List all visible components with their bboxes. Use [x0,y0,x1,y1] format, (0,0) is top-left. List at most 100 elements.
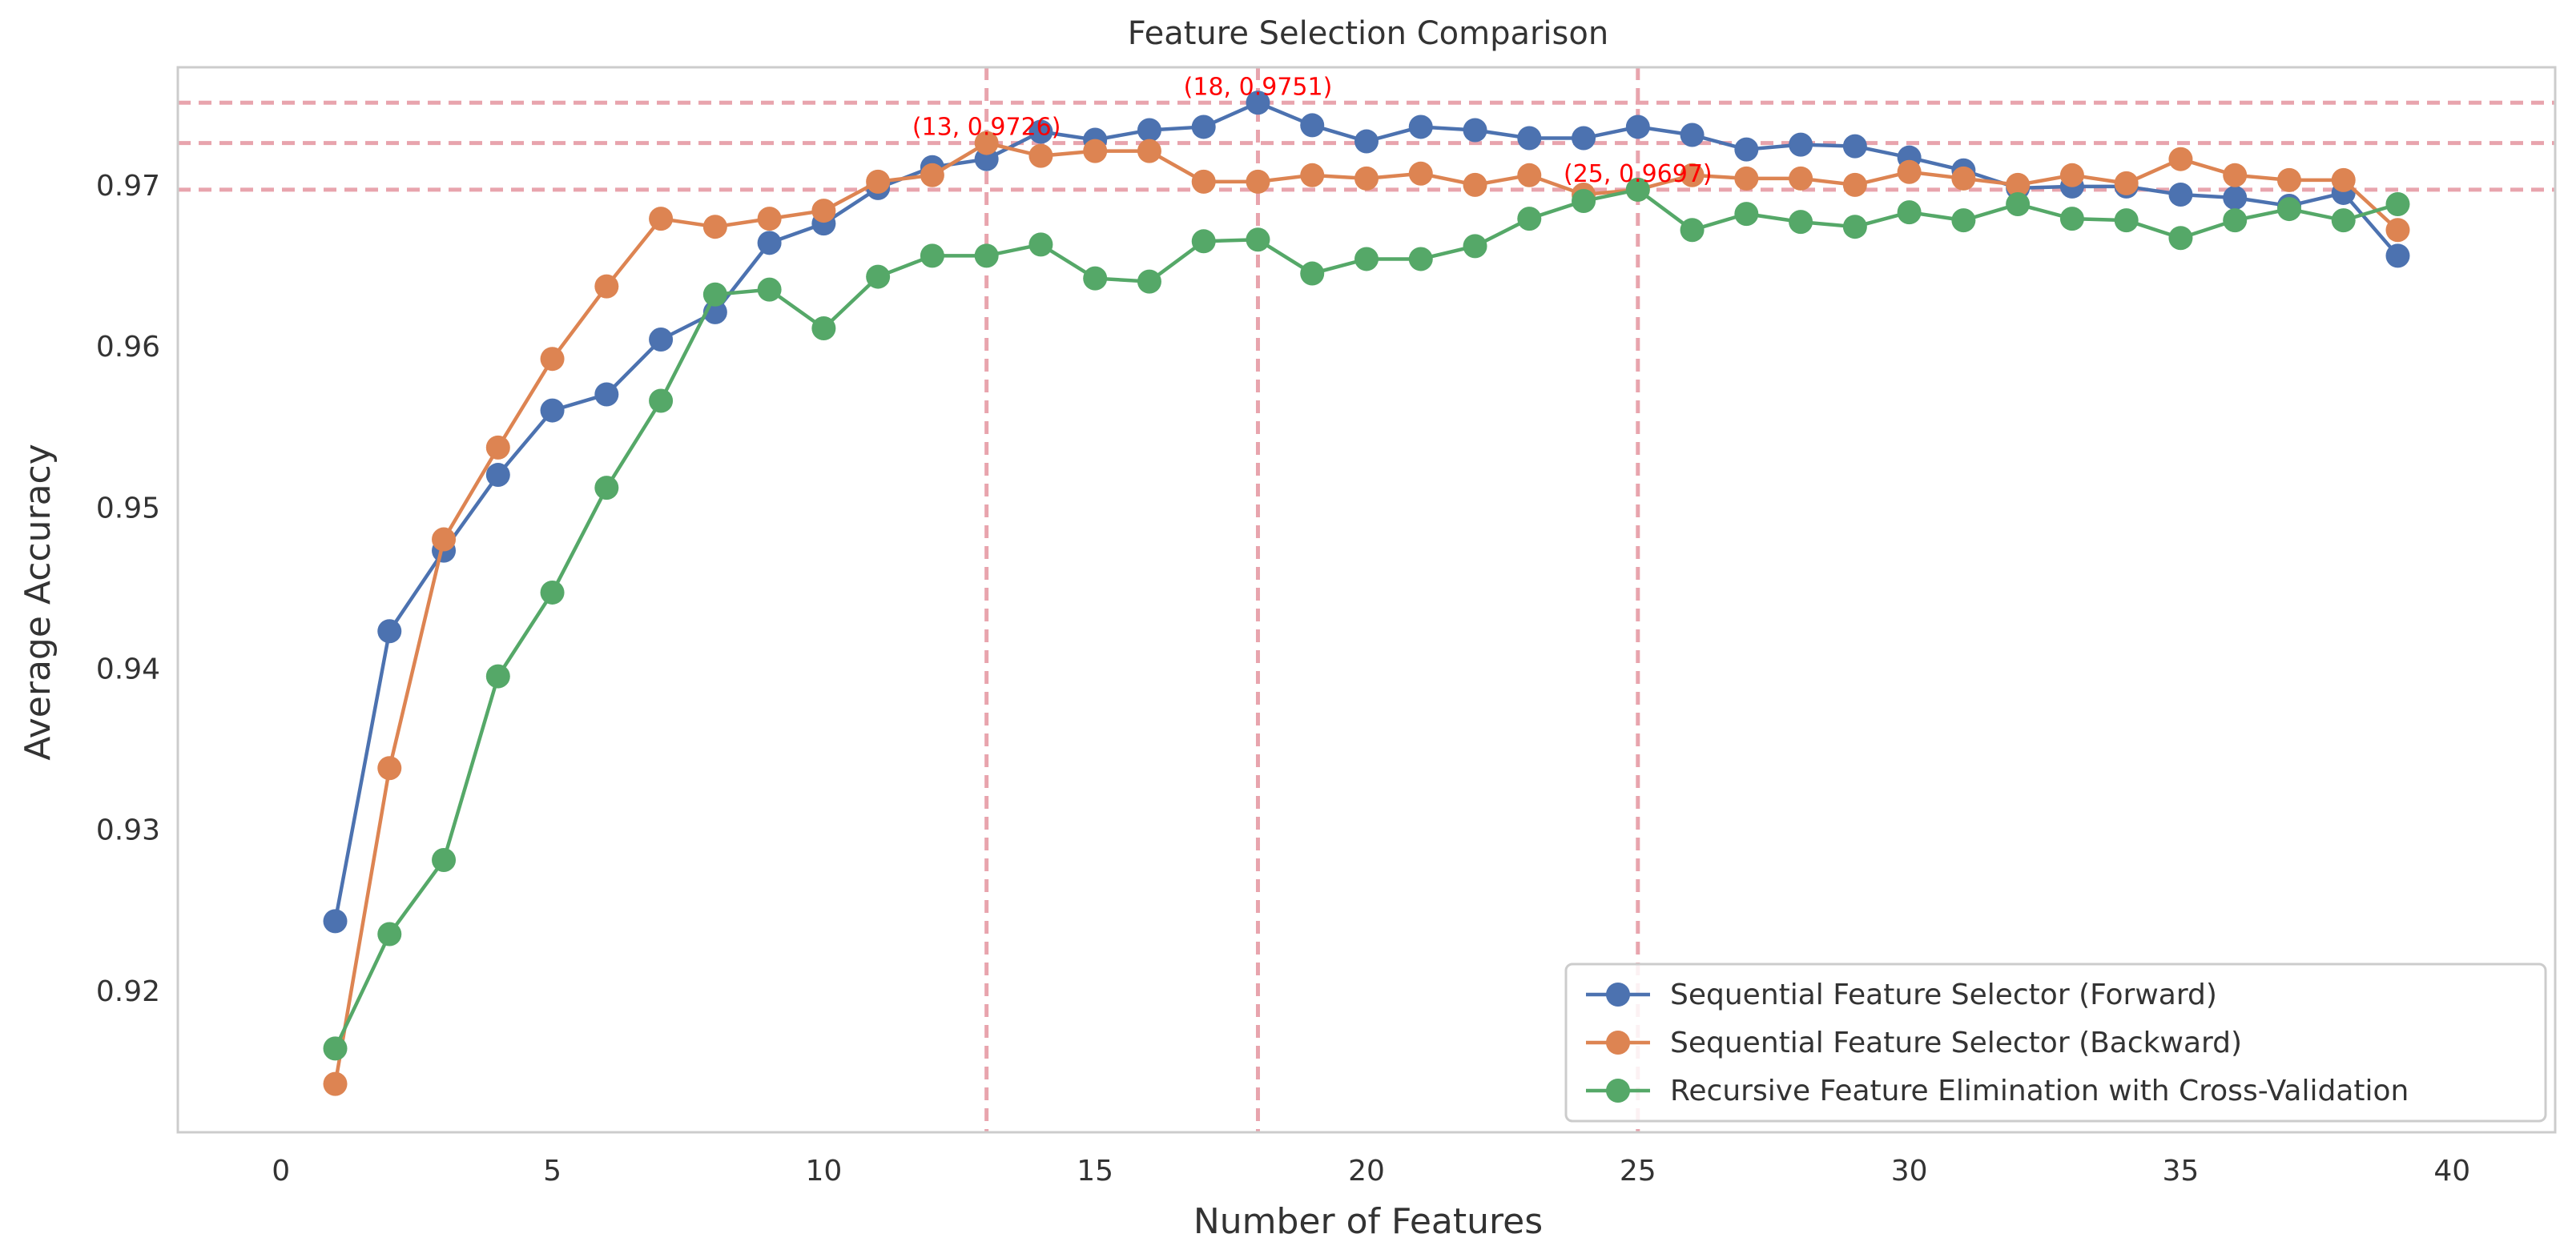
point-annotation: (18, 0.9751) [1184,73,1333,101]
data-point [1408,115,1433,139]
data-point [432,847,457,872]
data-point [1680,163,1705,187]
x-tick-label: 30 [1891,1155,1928,1188]
data-point [2223,163,2248,187]
data-point [2168,182,2193,207]
data-point [1842,134,1867,159]
data-point [2276,197,2301,222]
y-tick-label: 0.93 [96,814,160,847]
data-point [649,328,674,352]
data-point [649,388,674,413]
data-point [2168,147,2193,171]
data-point [702,282,727,307]
x-tick-label: 25 [1620,1155,1656,1188]
data-point [2276,167,2301,192]
data-point [1625,115,1650,139]
data-point [1951,208,1976,233]
data-point [323,909,348,934]
data-point [649,207,674,231]
data-point [2385,243,2410,268]
data-point [594,476,619,500]
data-point [1191,169,1216,194]
legend-marker [1606,1031,1630,1055]
data-point [1517,126,1542,151]
data-point [2059,163,2084,187]
series-1 [323,131,2410,1096]
annotation-layer: (13, 0.9726) (18, 0.9751) (25, 0.9697) [912,73,1713,188]
data-point [2006,172,2031,197]
data-point [1680,218,1705,243]
data-point [1028,232,1053,257]
data-point [2114,171,2139,195]
data-point [1897,200,1922,225]
x-tick-label: 15 [1077,1155,1113,1188]
legend-label: Recursive Feature Elimination with Cross… [1670,1075,2409,1107]
x-tick-label: 5 [543,1155,561,1188]
data-point [594,382,619,407]
data-point [1354,166,1379,191]
data-point [1028,119,1053,144]
data-point [1246,227,1270,252]
data-point [1083,139,1108,163]
data-point [1517,163,1542,187]
y-axis-label: Average Accuracy [18,444,58,761]
data-point [1951,166,1976,191]
data-point [1028,143,1053,168]
data-point [1897,159,1922,184]
data-point [1572,126,1596,151]
data-point [377,756,402,781]
data-point [540,398,565,423]
data-point [1734,202,1759,227]
data-point [866,169,891,194]
data-point [702,215,727,239]
y-tick-label: 0.96 [96,331,160,364]
point-annotation: (13, 0.9726) [912,114,1061,142]
y-tick-label: 0.97 [96,170,160,203]
data-point [757,277,782,302]
legend-box [1564,963,2547,1123]
data-point [2006,192,2031,217]
data-point [1137,139,1161,163]
data-point [866,264,891,289]
data-point [1300,113,1325,138]
data-point [540,347,565,372]
y-tick-label: 0.94 [96,653,160,686]
x-tick-label: 35 [2163,1155,2200,1188]
data-point [1463,172,1487,197]
data-point [1789,210,1813,235]
data-point [1842,215,1867,239]
y-axis-ticks: 0.92 0.93 0.94 0.95 0.96 0.97 [96,170,160,1008]
data-point [1734,166,1759,191]
data-point [594,274,619,299]
data-point [1463,234,1487,259]
legend-label: Sequential Feature Selector (Backward) [1670,1027,2242,1059]
y-tick-label: 0.92 [96,975,160,1008]
data-point [974,131,999,155]
data-point [323,1036,348,1061]
data-point [377,922,402,947]
data-point [2331,208,2356,233]
data-point [920,243,944,268]
data-point [1572,189,1596,214]
data-point [1354,129,1379,154]
data-point [1408,161,1433,186]
data-point [1734,137,1759,162]
data-point [2114,208,2139,233]
data-point [2168,226,2193,251]
data-point [2331,167,2356,192]
y-tick-label: 0.95 [96,492,160,525]
x-tick-label: 40 [2433,1155,2470,1188]
legend-label: Sequential Feature Selector (Forward) [1670,979,2217,1011]
x-axis-ticks: 0 5 10 15 20 25 30 35 40 [272,1155,2470,1188]
data-point [1191,229,1216,254]
data-point [2059,207,2084,231]
x-tick-label: 20 [1348,1155,1385,1188]
data-point [1408,247,1433,271]
data-point [757,231,782,255]
data-point [1191,115,1216,139]
legend-marker [1606,1079,1630,1103]
series-2 [323,177,2410,1061]
data-point [2223,185,2248,210]
data-point [377,619,402,644]
